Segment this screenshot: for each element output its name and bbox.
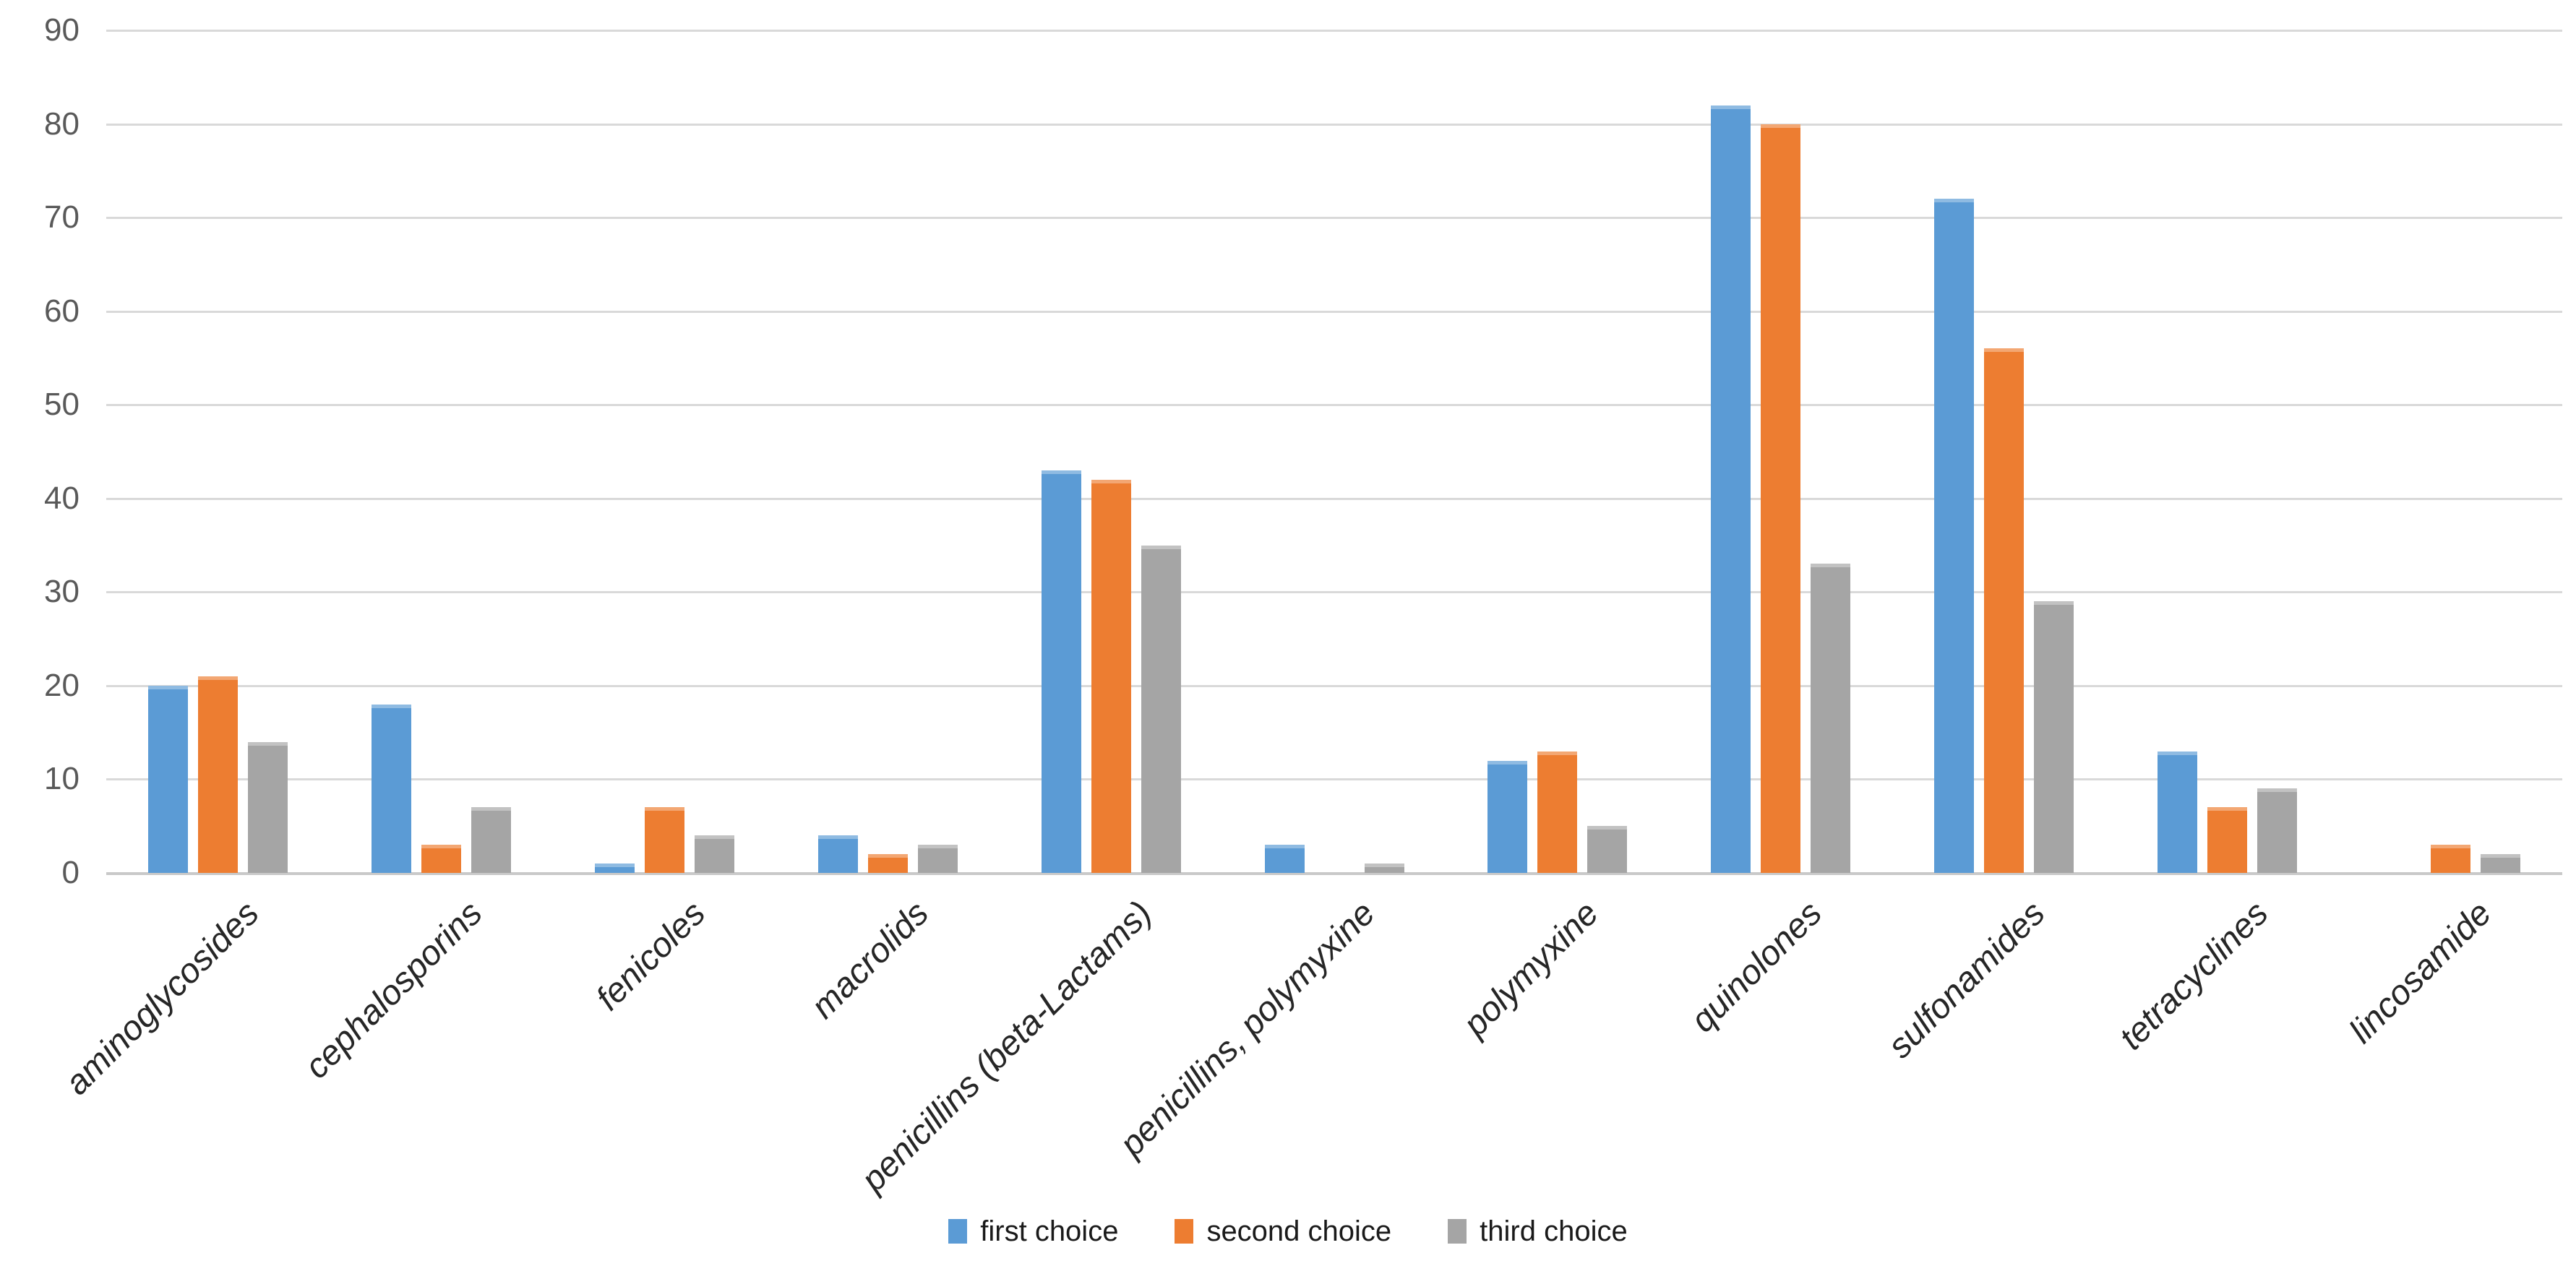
bar-second-choice-penicillins-beta-lactams — [1091, 479, 1131, 873]
y-tick-label-70: 70 — [44, 199, 80, 236]
bar-first-choice-quinolones — [1711, 105, 1751, 873]
x-axis-label-aminoglycosides: aminoglycosides — [57, 894, 267, 1103]
bar-first-choice-tetracyclines — [2158, 751, 2198, 873]
bar-second-choice-sulfonamides — [1984, 348, 2025, 873]
x-axis-label-lincosamide: lincosamide — [2342, 894, 2499, 1051]
chart-legend: first choice second choice third choice — [0, 1215, 2576, 1247]
bar-second-choice-tetracyclines — [2207, 807, 2248, 873]
legend-swatch-second-choice — [1175, 1219, 1194, 1244]
bar-third-choice-tetracyclines — [2257, 788, 2298, 873]
bar-first-choice-sulfonamides — [1934, 199, 1975, 873]
y-tick-label-30: 30 — [44, 574, 80, 610]
gridline-40 — [106, 497, 2562, 500]
legend-item-second-choice: second choice — [1175, 1215, 1391, 1247]
x-axis-label-cephalosporins: cephalosporins — [297, 894, 490, 1087]
bar-second-choice-fenicoles — [644, 807, 684, 873]
gridline-50 — [106, 404, 2562, 407]
y-tick-label-40: 40 — [44, 480, 80, 516]
y-tick-label-50: 50 — [44, 387, 80, 423]
bar-third-choice-penicillins-beta-lactams — [1141, 545, 1181, 873]
legend-label-second-choice: second choice — [1206, 1215, 1392, 1247]
legend-item-first-choice: first choice — [948, 1215, 1118, 1247]
bar-first-choice-polymyxine — [1487, 760, 1528, 873]
x-axis-label-sulfonamides: sulfonamides — [1881, 894, 2053, 1066]
y-tick-label-90: 90 — [44, 12, 80, 48]
bar-first-choice-penicillins-polymyxine — [1264, 845, 1305, 873]
x-axis-label-polymyxine: polymyxine — [1456, 894, 1606, 1044]
legend-label-first-choice: first choice — [980, 1215, 1119, 1247]
x-axis-label-quinolones: quinolones — [1683, 894, 1829, 1040]
y-tick-label-80: 80 — [44, 105, 80, 142]
gridline-80 — [106, 123, 2562, 126]
bar-third-choice-quinolones — [1811, 564, 1851, 873]
gridline-10 — [106, 778, 2562, 781]
bar-first-choice-penicillins-beta-lactams — [1041, 470, 1081, 873]
bar-third-choice-lincosamide — [2481, 854, 2521, 873]
bar-third-choice-cephalosporins — [471, 807, 511, 873]
bar-second-choice-cephalosporins — [421, 845, 461, 873]
bar-third-choice-sulfonamides — [2034, 601, 2074, 873]
x-axis-label-fenicoles: fenicoles — [588, 894, 713, 1018]
x-axis-label-macrolids: macrolids — [804, 894, 936, 1027]
gridline-60 — [106, 310, 2562, 313]
y-tick-label-10: 10 — [44, 761, 80, 797]
bar-third-choice-penicillins-polymyxine — [1364, 864, 1404, 873]
y-tick-label-60: 60 — [44, 293, 80, 329]
bar-second-choice-aminoglycosides — [197, 676, 238, 873]
legend-swatch-third-choice — [1448, 1219, 1467, 1244]
x-axis-line — [106, 872, 2562, 875]
bar-first-choice-cephalosporins — [371, 704, 411, 873]
bar-third-choice-macrolids — [917, 845, 958, 873]
gridline-20 — [106, 684, 2562, 687]
legend-label-third-choice: third choice — [1480, 1215, 1628, 1247]
gridline-70 — [106, 217, 2562, 220]
bar-third-choice-aminoglycosides — [247, 741, 288, 873]
y-tick-label-20: 20 — [44, 667, 80, 703]
bar-third-choice-polymyxine — [1587, 826, 1628, 873]
bar-first-choice-fenicoles — [594, 864, 635, 873]
x-axis-label-tetracyclines: tetracyclines — [2112, 894, 2276, 1058]
legend-item-third-choice: third choice — [1448, 1215, 1628, 1247]
bar-second-choice-lincosamide — [2431, 845, 2471, 873]
y-tick-label-0: 0 — [61, 855, 80, 890]
bar-second-choice-polymyxine — [1537, 751, 1578, 873]
bar-first-choice-aminoglycosides — [147, 685, 188, 873]
legend-swatch-first-choice — [948, 1219, 968, 1244]
bar-second-choice-quinolones — [1761, 124, 1801, 873]
gridline-30 — [106, 591, 2562, 594]
bar-third-choice-fenicoles — [694, 835, 734, 873]
bar-second-choice-macrolids — [867, 854, 908, 873]
x-axis-label-penicillins-polymyxine: penicillins, polymyxine — [1112, 894, 1383, 1164]
gridline-90 — [106, 30, 2562, 32]
bar-first-choice-macrolids — [817, 835, 858, 873]
